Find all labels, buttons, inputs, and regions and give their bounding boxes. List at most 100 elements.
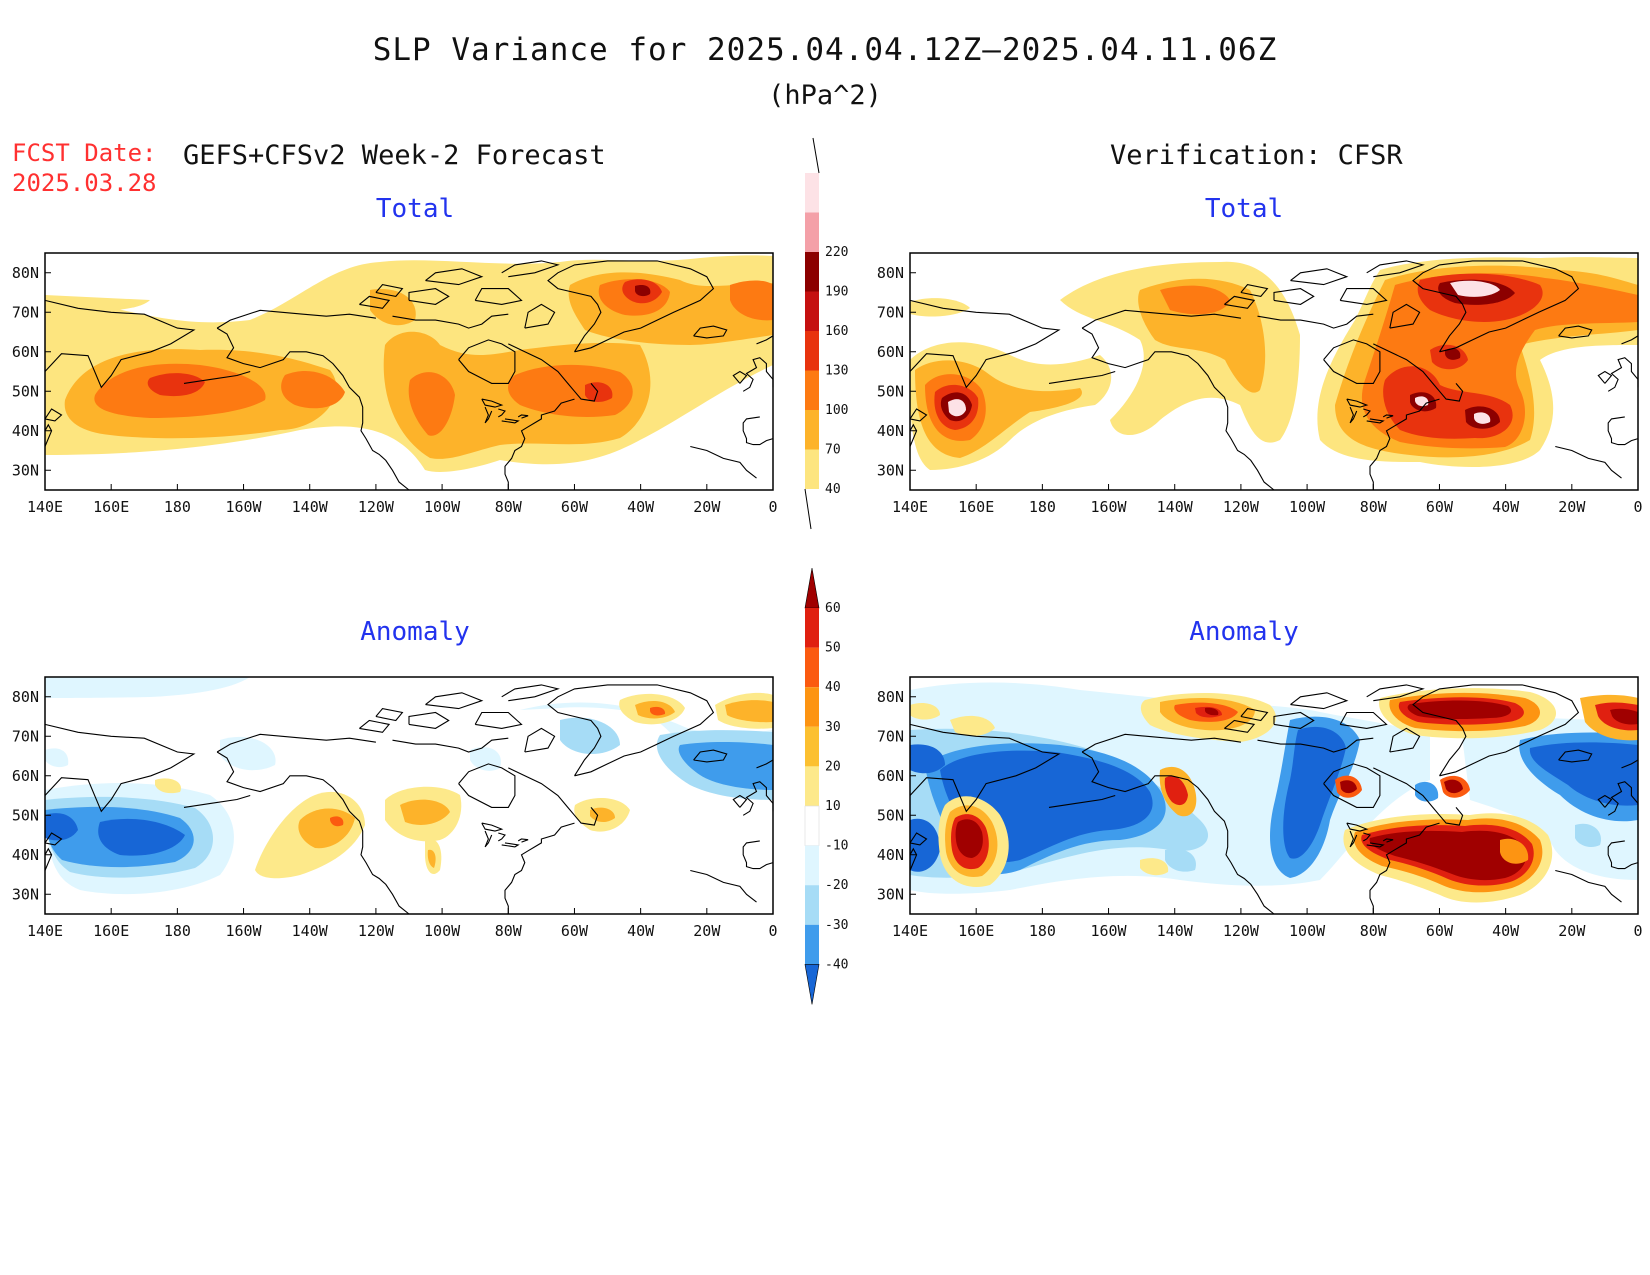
colorbar-anomaly-swatch — [804, 805, 820, 846]
verification-anomaly-field — [910, 682, 1638, 903]
lat-tick-label: 70N — [12, 303, 39, 321]
coastline-segment — [1607, 416, 1639, 446]
coastline-segment — [1257, 737, 1374, 753]
lon-tick-label: 60W — [561, 922, 589, 940]
colorbar-total: 40 70 100 130 160 190 220 — [804, 137, 848, 530]
coastline-segment — [1555, 869, 1622, 903]
coastline-segment — [216, 309, 376, 329]
coastline-segment — [1597, 370, 1613, 384]
coastline-segment — [44, 723, 196, 813]
lat-tick-label: 50N — [12, 806, 39, 824]
coastline-segment — [693, 749, 728, 763]
colorbar-total-swatch — [805, 173, 819, 213]
coastline-segment — [732, 370, 748, 384]
lon-tick-label: 0 — [768, 498, 777, 516]
coastline-segment — [484, 830, 493, 848]
coastline-segment — [1048, 370, 1116, 384]
coastline-segment — [1363, 832, 1371, 842]
coastline-segment — [408, 711, 450, 729]
coastline-segment — [1412, 684, 1580, 777]
lon-tick-label: 0 — [1633, 922, 1642, 940]
coastline-segment — [909, 299, 1061, 389]
forecast-heading: GEFS+CFSv2 Week-2 Forecast — [183, 140, 606, 171]
lon-tick-label: 120W — [358, 922, 395, 940]
colorbar-total-label: 220 — [825, 245, 848, 260]
coastline-segment — [1412, 260, 1580, 353]
coastline-segment — [1349, 830, 1358, 848]
colorbar-anomaly-label: 30 — [825, 720, 841, 735]
coastline-segment — [1224, 719, 1256, 733]
colorbar-anomaly-label: 10 — [825, 799, 841, 814]
coastline-segment — [474, 288, 523, 305]
coastline-segment — [408, 288, 450, 305]
coastline-segment — [517, 838, 529, 843]
coastline-segment — [359, 719, 391, 733]
lat-tick-label: 30N — [877, 885, 904, 903]
coastline-segment — [392, 737, 509, 753]
coastline-segment — [517, 414, 529, 419]
colorbar-anomaly-label: 50 — [825, 641, 841, 656]
colorbar-anomaly-swatch — [805, 924, 819, 965]
lon-tick-label: 80W — [495, 922, 523, 940]
lon-tick-label: 160W — [225, 922, 262, 940]
lon-tick-label: 20W — [693, 922, 721, 940]
coastline-segment — [1363, 408, 1371, 418]
coastline-segment — [1558, 325, 1593, 339]
colorbar-total-swatch — [805, 252, 819, 292]
coastline-segment — [375, 283, 404, 298]
lat-tick-label: 40N — [12, 422, 39, 440]
coastline-segment — [498, 408, 506, 418]
coastline-segment — [909, 408, 928, 422]
lat-tick-label: 60N — [877, 343, 904, 361]
colorbar-anomaly-swatch — [805, 608, 819, 648]
colorbar-anomaly-swatch — [805, 647, 819, 688]
lon-tick-label: 180 — [1029, 498, 1056, 516]
coastline-segment — [1346, 822, 1369, 832]
coastline-segment — [1621, 335, 1639, 345]
colorbar-anomaly-swatch — [805, 845, 819, 886]
coastline-segment — [504, 822, 575, 914]
colorbar-anomaly-label: -10 — [825, 839, 848, 854]
lon-tick-label: 140E — [892, 498, 928, 516]
coastline-segment — [1382, 838, 1394, 843]
colorbar-total-swatch — [805, 291, 819, 331]
panel-title-verification-anomaly: Anomaly — [1189, 617, 1299, 647]
lon-tick-label: 160E — [958, 498, 994, 516]
coastline-segment — [1240, 707, 1269, 722]
coastline-segment — [425, 268, 484, 286]
lon-tick-label: 180 — [164, 922, 191, 940]
lat-tick-label: 50N — [12, 382, 39, 400]
lat-tick-label: 80N — [12, 264, 39, 282]
lon-tick-label: 60W — [1426, 922, 1454, 940]
lon-tick-label: 80W — [1360, 922, 1388, 940]
map-axes: 140E 160E 180 160W 140W 120W 100W 80W 60W 40W 20W 0… — [12, 264, 1643, 940]
lat-tick-label: 70N — [12, 727, 39, 745]
coastline-segment — [44, 299, 196, 389]
colorbar-anomaly-swatch — [805, 766, 819, 806]
coastline-segment — [909, 847, 918, 871]
verification-heading: Verification: CFSR — [1110, 140, 1403, 171]
coastline-segment — [1366, 842, 1385, 848]
lon-tick-label: 180 — [1029, 922, 1056, 940]
colorbar-total-label: 190 — [825, 285, 848, 300]
coastline-segment — [742, 840, 774, 870]
coastline-segment — [1607, 781, 1639, 816]
colorbar-anomaly-label: 40 — [825, 680, 841, 695]
colorbar-total-swatch — [805, 449, 819, 489]
lon-tick-label: 120W — [1223, 498, 1260, 516]
coastline-segment — [504, 398, 575, 490]
lon-tick-label: 40W — [1492, 922, 1520, 940]
lon-tick-label: 140W — [292, 922, 329, 940]
coastline-segment — [375, 707, 404, 722]
forecast-date-label: FCST Date: — [12, 139, 157, 167]
colorbar-anomaly-swatch — [805, 885, 819, 925]
coastline-segment — [44, 847, 53, 871]
coastline-segment — [508, 767, 599, 826]
colorbar-total-swatch — [805, 370, 819, 410]
coastline-segment — [501, 260, 560, 278]
coastline-segment — [216, 327, 410, 491]
lat-tick-label: 40N — [877, 422, 904, 440]
coastline-segment — [909, 423, 918, 447]
lon-tick-label: 100W — [424, 498, 461, 516]
verification-total-field — [910, 257, 1638, 470]
